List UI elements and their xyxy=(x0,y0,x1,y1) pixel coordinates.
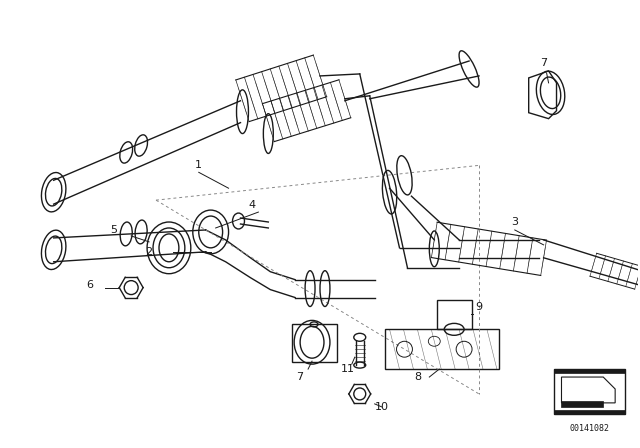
Text: 10: 10 xyxy=(374,402,388,412)
Text: 1: 1 xyxy=(195,160,202,170)
Bar xyxy=(554,410,625,414)
Text: 7: 7 xyxy=(540,58,547,68)
Text: 4: 4 xyxy=(249,200,256,210)
Bar xyxy=(554,369,625,373)
Text: 00141082: 00141082 xyxy=(570,424,609,433)
Text: 9: 9 xyxy=(476,302,483,312)
Text: 2: 2 xyxy=(145,247,152,257)
Text: 7: 7 xyxy=(296,372,304,382)
Bar xyxy=(554,369,625,414)
Text: 5: 5 xyxy=(110,225,116,235)
Text: 8: 8 xyxy=(414,372,421,382)
Text: 11: 11 xyxy=(341,364,355,374)
Text: 3: 3 xyxy=(511,217,518,227)
Bar xyxy=(561,401,604,407)
Text: 6: 6 xyxy=(86,280,93,289)
